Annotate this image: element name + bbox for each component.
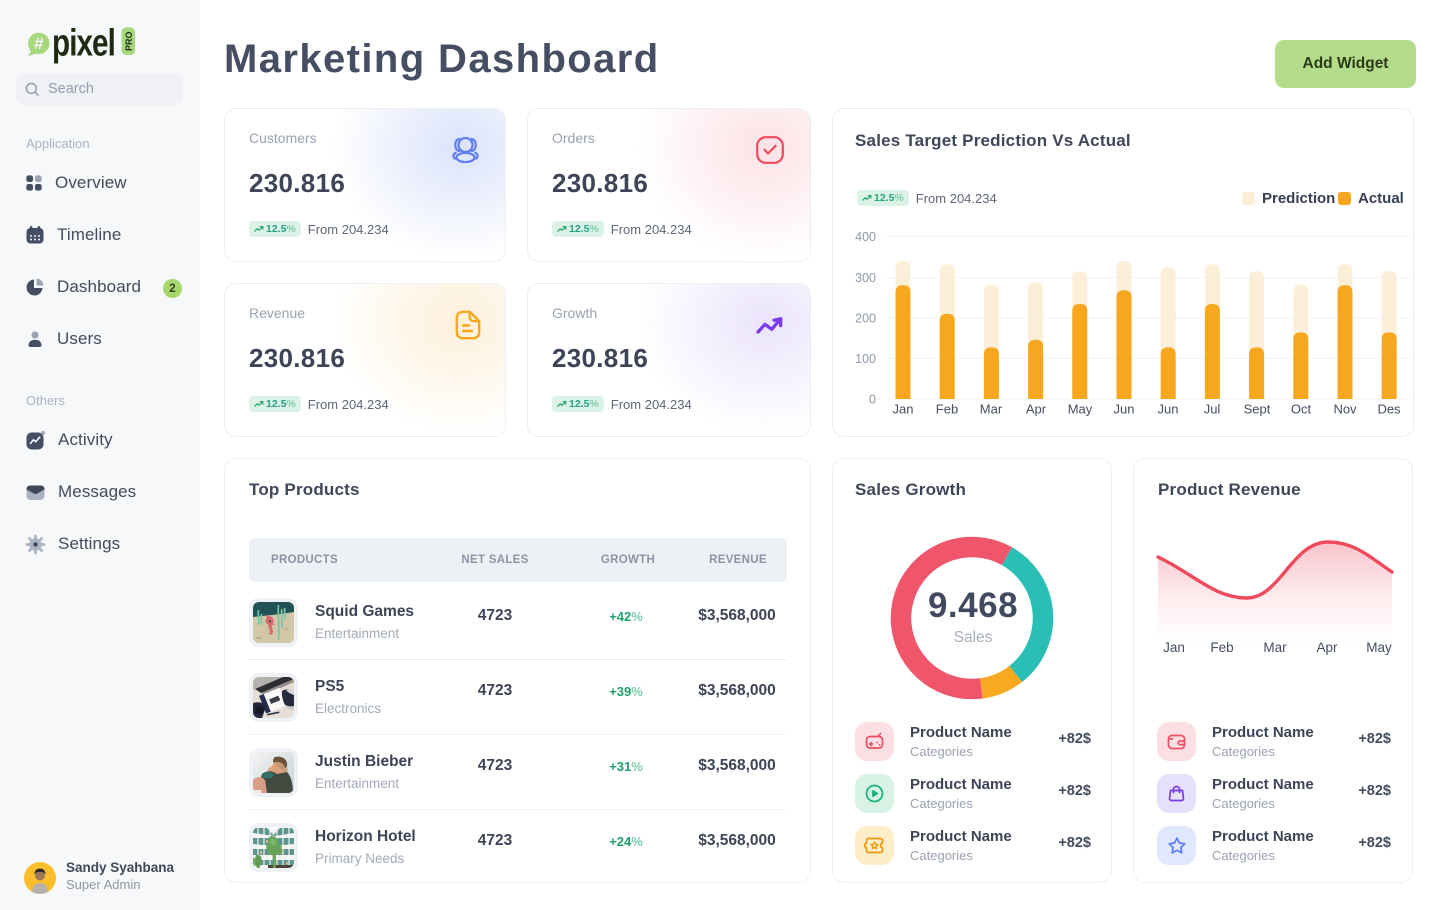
svg-text:400: 400 [855, 230, 876, 244]
svg-text:Jun: Jun [1114, 402, 1135, 417]
svg-text:Mar: Mar [1263, 640, 1287, 655]
svg-text:Jun: Jun [1158, 402, 1179, 417]
svg-text:300: 300 [855, 271, 876, 285]
svg-text:Jul: Jul [1204, 402, 1221, 417]
svg-text:Des: Des [1377, 402, 1401, 417]
svg-text:Sept: Sept [1244, 402, 1271, 417]
svg-text:May: May [1366, 640, 1392, 655]
svg-text:PRO: PRO [124, 31, 134, 51]
svg-text:May: May [1068, 402, 1093, 417]
svg-text:Apr: Apr [1316, 640, 1338, 655]
svg-text:Apr: Apr [1026, 402, 1047, 417]
svg-text:Jan: Jan [1163, 640, 1185, 655]
svg-text:Oct: Oct [1291, 402, 1312, 417]
svg-text:Feb: Feb [936, 402, 958, 417]
svg-text:pixel: pixel [52, 26, 115, 65]
svg-text:Nov: Nov [1333, 402, 1357, 417]
svg-text:#: # [34, 35, 43, 53]
svg-text:0: 0 [869, 393, 876, 407]
svg-text:100: 100 [855, 352, 876, 366]
svg-text:Mar: Mar [980, 402, 1003, 417]
svg-text:200: 200 [855, 312, 876, 326]
svg-text:Feb: Feb [1210, 640, 1233, 655]
svg-text:Jan: Jan [893, 402, 914, 417]
